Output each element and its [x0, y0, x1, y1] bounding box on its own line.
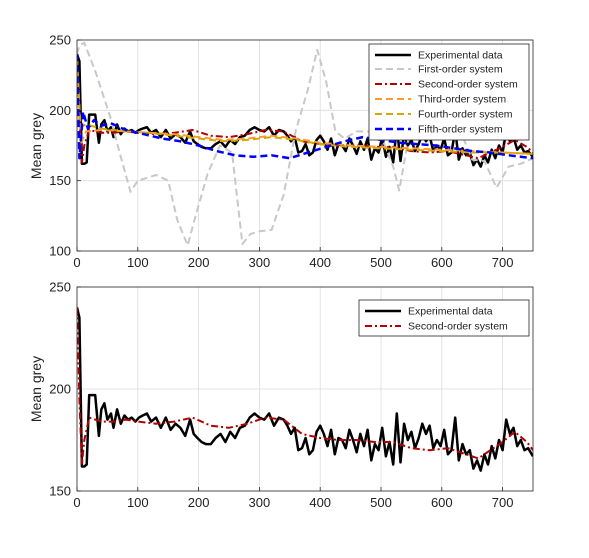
legend-label-fifth-order: Fifth-order system: [418, 124, 503, 136]
bottom-panel: 0 100 200 300 400 500 600 700 150 200 250 Mean gre…: [28, 280, 534, 511]
top-series-fourth-order-system-line: [77, 59, 533, 155]
legend-label-second-order: Second-order system: [418, 79, 518, 91]
top-x-tick-label-300: 300: [249, 255, 271, 270]
legend-label-experimental-bottom: Experimental data: [408, 306, 493, 318]
top-plot-frame: [76, 39, 534, 252]
bottom-y-tick-label-200: 200: [49, 382, 71, 397]
bottom-y-tick-label-150: 150: [49, 484, 71, 499]
top-series-fifth-order-system-line: [77, 54, 533, 160]
bottom-x-tick-label-200: 200: [188, 495, 210, 510]
top-x-tick-label-100: 100: [127, 255, 149, 270]
top-series-third-order-system-line: [77, 56, 533, 155]
top-y-tick-label-250: 250: [49, 33, 71, 48]
bottom-legend-box: [358, 299, 530, 337]
top-y-tick-label-200: 200: [49, 103, 71, 118]
bottom-x-tick-label-300: 300: [249, 495, 271, 510]
top-x-tick-label-200: 200: [188, 255, 210, 270]
bottom-y-tick-label-250: 250: [49, 280, 71, 295]
legend-label-experimental: Experimental data: [418, 50, 503, 62]
legend-label-third-order: Third-order system: [418, 94, 506, 106]
bottom-x-tick-label-0: 0: [73, 495, 80, 510]
bottom-x-tick-label-500: 500: [370, 495, 392, 510]
bottom-y-axis-label: Mean grey: [28, 356, 44, 422]
top-series-experimental-data-line: [77, 53, 533, 168]
legend-label-second-order-bottom: Second-order system: [408, 321, 508, 333]
top-y-tick-label-150: 150: [49, 173, 71, 188]
top-x-tick-label-500: 500: [370, 255, 392, 270]
legend-label-fourth-order: Fourth-order system: [418, 109, 513, 121]
top-y-tick-label-100: 100: [49, 244, 71, 259]
bottom-series-second-order-system-line: [77, 307, 533, 466]
top-y-axis-label: Mean grey: [28, 113, 44, 179]
bottom-series-group: [77, 307, 533, 472]
bottom-series-experimental-data-line: [77, 307, 533, 472]
top-legend[interactable]: Experimental data First-order system Sec…: [368, 43, 530, 141]
legend-label-first-order: First-order system: [418, 64, 503, 76]
bottom-x-tick-label-700: 700: [492, 495, 514, 510]
top-legend-box: [368, 43, 530, 141]
bottom-x-tick-label-400: 400: [309, 495, 331, 510]
bottom-legend[interactable]: Experimental data Second-order system: [358, 299, 530, 337]
top-x-tick-label-0: 0: [73, 255, 80, 270]
top-x-tick-label-400: 400: [309, 255, 331, 270]
top-x-tick-label-700: 700: [492, 255, 514, 270]
top-x-tick-label-600: 600: [431, 255, 453, 270]
bottom-x-tick-label-600: 600: [431, 495, 453, 510]
bottom-tick-labels: 0 100 200 300 400 500 600 700 150 200 250: [49, 280, 513, 511]
bottom-x-tick-label-100: 100: [127, 495, 149, 510]
